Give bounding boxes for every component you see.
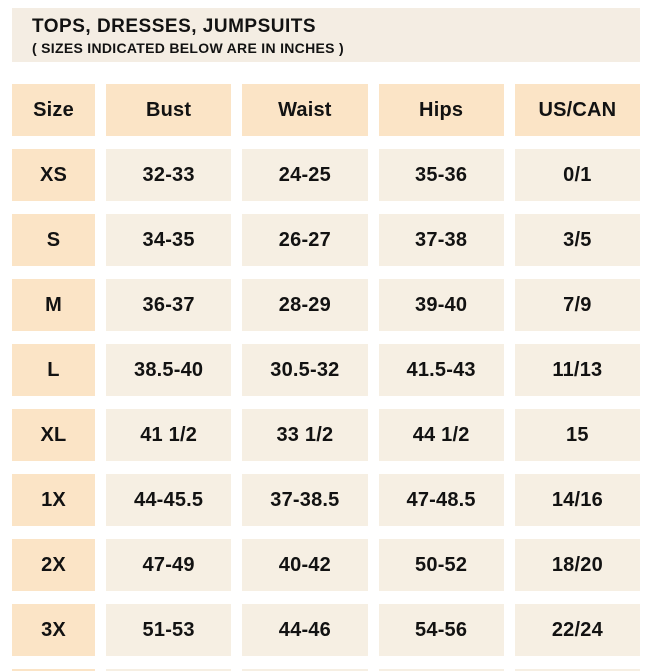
- waist-cell: 30.5-32: [242, 344, 368, 396]
- waist-cell: 44-46: [242, 604, 368, 656]
- bust-cell: 47-49: [106, 539, 232, 591]
- size-cell: XL: [12, 409, 95, 461]
- hips-cell: 41.5-43: [378, 344, 504, 396]
- bust-cell: 51-53: [106, 604, 232, 656]
- partial-row-size-cell: [12, 669, 95, 671]
- size-cell: 1X: [12, 474, 95, 526]
- waist-cell: 33 1/2: [242, 409, 368, 461]
- bust-cell: 38.5-40: [106, 344, 232, 396]
- hips-cell: 44 1/2: [378, 409, 504, 461]
- bust-cell: 36-37: [106, 279, 232, 331]
- uscan-cell: 7/9: [514, 279, 640, 331]
- bust-cell: 44-45.5: [106, 474, 232, 526]
- partial-row-hips-cell: [378, 669, 504, 671]
- chart-subtitle: ( SIZES INDICATED BELOW ARE IN INCHES ): [32, 39, 344, 56]
- bust-cell: 32-33: [106, 149, 232, 201]
- uscan-cell: 22/24: [514, 604, 640, 656]
- partial-row-bust-cell: [106, 669, 232, 671]
- size-cell: 3X: [12, 604, 95, 656]
- uscan-cell: 0/1: [514, 149, 640, 201]
- hips-cell: 50-52: [378, 539, 504, 591]
- size-cell: 2X: [12, 539, 95, 591]
- waist-cell: 28-29: [242, 279, 368, 331]
- bust-cell: 41 1/2: [106, 409, 232, 461]
- hips-cell: 35-36: [378, 149, 504, 201]
- waist-cell: 24-25: [242, 149, 368, 201]
- hips-cell: 39-40: [378, 279, 504, 331]
- partial-row-waist-cell: [242, 669, 368, 671]
- uscan-cell: 11/13: [514, 344, 640, 396]
- uscan-cell: 18/20: [514, 539, 640, 591]
- uscan-cell: 14/16: [514, 474, 640, 526]
- hips-cell: 54-56: [378, 604, 504, 656]
- column-header-hips: Hips: [378, 84, 504, 136]
- bust-cell: 34-35: [106, 214, 232, 266]
- size-table: Size Bust Waist Hips US/CAN XS 32-33 24-…: [12, 84, 640, 671]
- chart-title: TOPS, DRESSES, JUMPSUITS: [32, 16, 317, 37]
- uscan-cell: 3/5: [514, 214, 640, 266]
- hips-cell: 47-48.5: [378, 474, 504, 526]
- hips-cell: 37-38: [378, 214, 504, 266]
- column-header-size: Size: [12, 84, 95, 136]
- size-cell: XS: [12, 149, 95, 201]
- waist-cell: 26-27: [242, 214, 368, 266]
- column-header-bust: Bust: [106, 84, 232, 136]
- column-header-waist: Waist: [242, 84, 368, 136]
- uscan-cell: 15: [514, 409, 640, 461]
- chart-banner: TOPS, DRESSES, JUMPSUITS ( SIZES INDICAT…: [12, 8, 640, 62]
- waist-cell: 37-38.5: [242, 474, 368, 526]
- size-cell: L: [12, 344, 95, 396]
- size-cell: S: [12, 214, 95, 266]
- column-header-uscan: US/CAN: [514, 84, 640, 136]
- size-cell: M: [12, 279, 95, 331]
- partial-row-uscan-cell: [514, 669, 640, 671]
- waist-cell: 40-42: [242, 539, 368, 591]
